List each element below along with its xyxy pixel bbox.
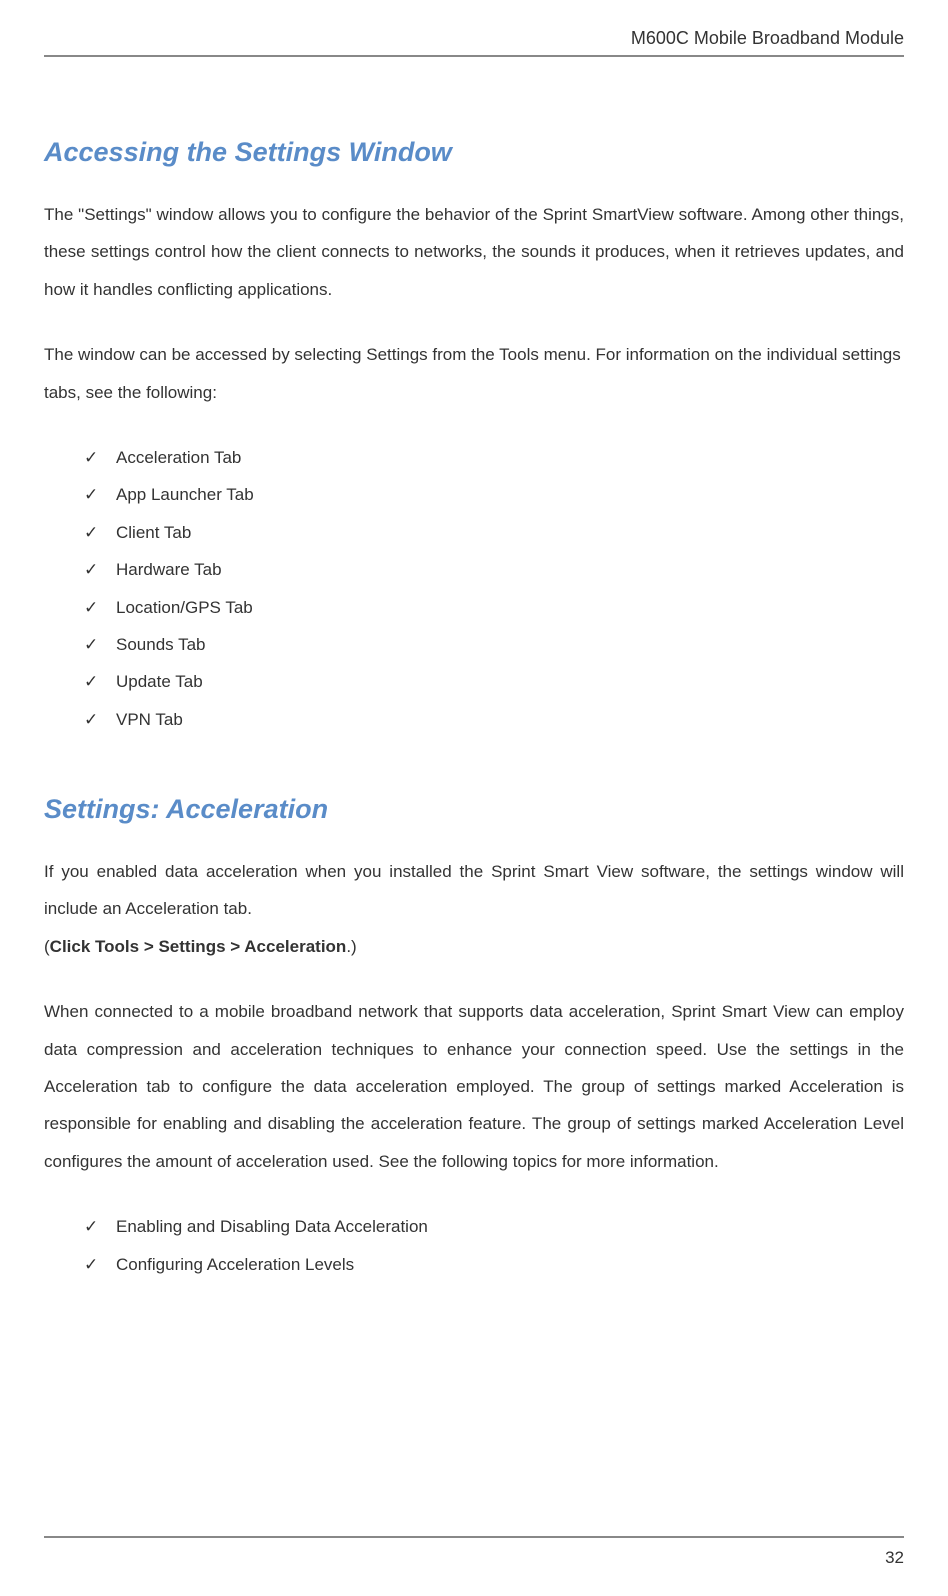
- instruction-path: Click Tools > Settings > Acceleration: [50, 937, 347, 956]
- page-number: 32: [44, 1548, 904, 1568]
- list-item: Hardware Tab: [116, 551, 904, 588]
- section2-paragraph1: If you enabled data acceleration when yo…: [44, 853, 904, 928]
- list-item: Configuring Acceleration Levels: [116, 1246, 904, 1283]
- settings-tabs-list: Acceleration Tab App Launcher Tab Client…: [44, 439, 904, 738]
- list-item: Location/GPS Tab: [116, 589, 904, 626]
- header-divider: [44, 55, 904, 57]
- page-container: M600C Mobile Broadband Module Accessing …: [0, 0, 948, 1283]
- document-header: M600C Mobile Broadband Module: [44, 28, 904, 55]
- list-item: Sounds Tab: [116, 626, 904, 663]
- section1-paragraph2: The window can be accessed by selecting …: [44, 336, 904, 411]
- list-item: Enabling and Disabling Data Acceleration: [116, 1208, 904, 1245]
- header-title: M600C Mobile Broadband Module: [631, 28, 904, 48]
- footer-divider: [44, 1536, 904, 1538]
- navigation-instruction: (Click Tools > Settings > Acceleration.): [44, 928, 904, 965]
- section1-paragraph1: The "Settings" window allows you to conf…: [44, 196, 904, 308]
- list-item: App Launcher Tab: [116, 476, 904, 513]
- list-item: Client Tab: [116, 514, 904, 551]
- section-heading-acceleration: Settings: Acceleration: [44, 794, 904, 825]
- list-item: VPN Tab: [116, 701, 904, 738]
- list-item: Acceleration Tab: [116, 439, 904, 476]
- acceleration-topics-list: Enabling and Disabling Data Acceleration…: [44, 1208, 904, 1283]
- section2-paragraph2: When connected to a mobile broadband net…: [44, 993, 904, 1180]
- instruction-close-paren: .): [346, 937, 356, 956]
- list-item: Update Tab: [116, 663, 904, 700]
- page-footer: 32: [44, 1536, 904, 1568]
- section-heading-accessing: Accessing the Settings Window: [44, 137, 904, 168]
